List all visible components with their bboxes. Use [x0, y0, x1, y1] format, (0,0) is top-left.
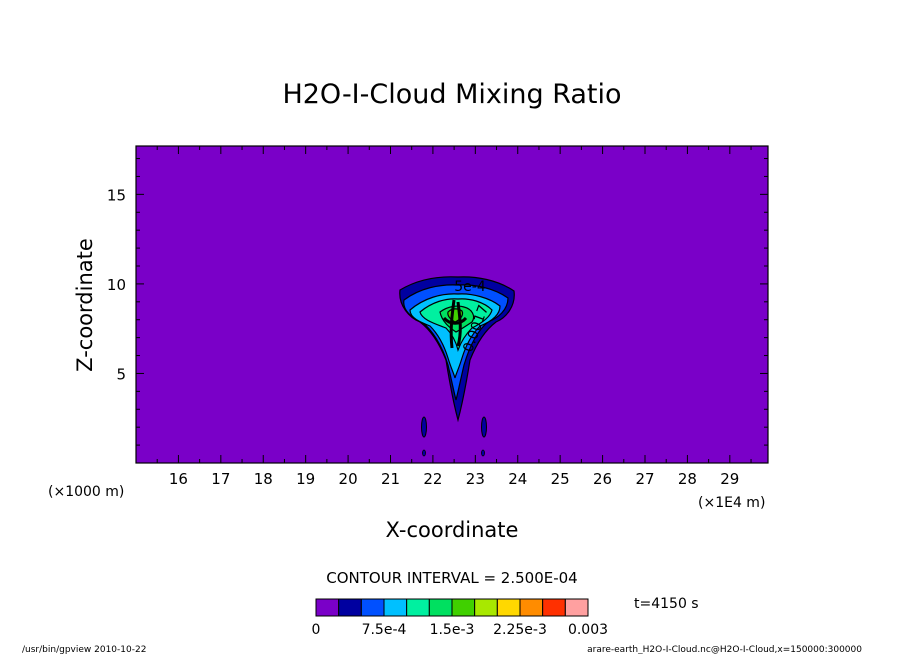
x-ticks: 16 17 18 19 20 21 22 23 24 25 26 27 28 29 — [156, 146, 752, 488]
x-tick-label: 17 — [211, 470, 230, 488]
x-tick-label: 26 — [593, 470, 612, 488]
y-ticks: 5 10 15 — [107, 158, 768, 446]
y-axis-label: Z-coordinate — [73, 238, 97, 372]
contour-fill-small-right — [481, 416, 487, 438]
contour-fill-small-left — [421, 416, 427, 438]
colorbar-swatch — [360, 598, 385, 617]
footer-right: arare-earth_H2O-I-Cloud.nc@H2O-I-Cloud,x… — [587, 645, 862, 654]
x-tick-label: 16 — [169, 470, 188, 488]
colorbar-labels: 0 7.5e-4 1.5e-3 2.25e-3 0.003 — [312, 622, 609, 638]
colorbar-label: 7.5e-4 — [362, 622, 407, 638]
colorbar-swatch — [338, 598, 362, 617]
colorbar-swatch — [315, 598, 340, 617]
cloud-contours: 5e-4 0.0017 — [399, 276, 515, 457]
colorbar-label: 2.25e-3 — [493, 622, 547, 638]
colorbar-swatch — [474, 598, 498, 617]
y-tick-label: 10 — [107, 276, 126, 294]
y-unit-label: (×1000 m) — [48, 484, 124, 500]
colorbar — [315, 598, 589, 617]
plot-frame — [135, 145, 769, 464]
x-tick-label: 28 — [678, 470, 697, 488]
x-unit-label: (×1E4 m) — [698, 495, 765, 511]
contour-label-1: 5e-4 — [454, 279, 486, 295]
x-tick-label: 18 — [254, 470, 273, 488]
colorbar-swatch — [428, 598, 453, 617]
x-tick-label: 25 — [551, 470, 570, 488]
contour-fill-dot-left — [422, 449, 426, 457]
x-tick-label: 27 — [635, 470, 654, 488]
x-tick-label: 22 — [423, 470, 442, 488]
x-tick-label: 19 — [296, 470, 315, 488]
x-tick-label: 29 — [720, 470, 739, 488]
colorbar-swatch — [451, 598, 476, 617]
colorbar-swatch — [542, 598, 566, 617]
colorbar-label: 0.003 — [568, 622, 608, 638]
chart-title: H2O-I-Cloud Mixing Ratio — [282, 79, 621, 110]
colorbar-swatch — [496, 598, 521, 617]
x-axis-label: X-coordinate — [386, 518, 519, 542]
x-tick-label: 20 — [339, 470, 358, 488]
contour-fill-dot-right — [481, 449, 485, 457]
contour-line-inner — [442, 299, 468, 349]
footer-left: /usr/bin/gpview 2010-10-22 — [22, 645, 146, 654]
x-tick-label: 24 — [508, 470, 527, 488]
colorbar-swatch — [564, 598, 589, 617]
y-tick-label: 5 — [116, 365, 126, 383]
x-tick-label: 21 — [381, 470, 400, 488]
plot-area: 5e-4 0.0017 16 17 18 19 20 21 22 23 24 25 26 27 28 29… — [107, 145, 769, 488]
contour-interval-text: CONTOUR INTERVAL = 2.500E-04 — [326, 569, 577, 587]
colorbar-swatch — [519, 598, 544, 617]
colorbar-swatch — [383, 598, 408, 617]
colorbar-swatch — [406, 598, 430, 617]
y-tick-label: 15 — [107, 186, 126, 204]
x-tick-label: 23 — [466, 470, 485, 488]
colorbar-label: 0 — [312, 622, 321, 638]
colorbar-label: 1.5e-3 — [430, 622, 475, 638]
time-label: t=4150 s — [634, 596, 699, 612]
